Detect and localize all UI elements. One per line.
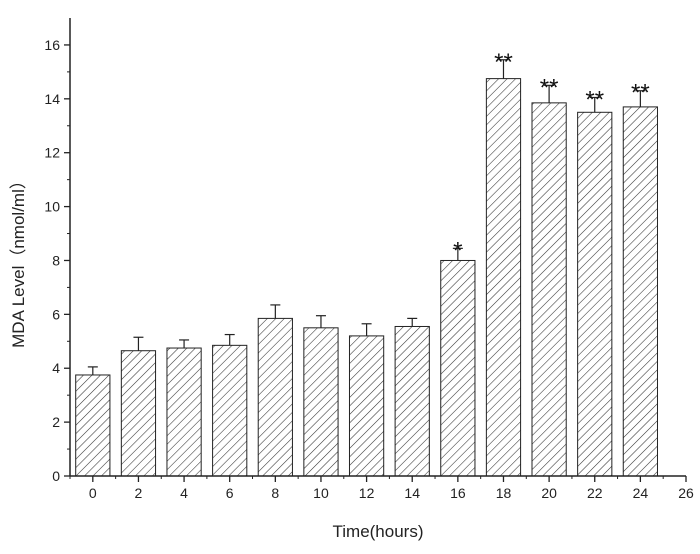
x-tick-label-12: 12 bbox=[359, 485, 375, 501]
y-tick-label-14: 14 bbox=[44, 91, 60, 107]
bar-20h bbox=[531, 102, 567, 477]
x-tick-label-0: 0 bbox=[89, 485, 97, 501]
significance-mark-16h: * bbox=[453, 237, 462, 264]
significance-mark-24h: ** bbox=[631, 80, 650, 107]
x-tick-label-14: 14 bbox=[404, 485, 420, 501]
bar-6h bbox=[212, 344, 248, 477]
y-axis-title: MDA Level（nmol/ml） bbox=[9, 172, 28, 348]
x-tick-label-20: 20 bbox=[541, 485, 557, 501]
x-tick-label-16: 16 bbox=[450, 485, 466, 501]
bar-14h bbox=[394, 325, 430, 477]
x-tick-label-24: 24 bbox=[633, 485, 649, 501]
bars-layer: ***** ** ** bbox=[75, 49, 658, 477]
y-tick-label-12: 12 bbox=[44, 145, 60, 161]
bar-4h bbox=[166, 347, 202, 477]
bar-10h bbox=[303, 327, 339, 477]
y-tick-label-6: 6 bbox=[52, 306, 60, 322]
bar-12h bbox=[348, 335, 385, 477]
y-tick-label-4: 4 bbox=[52, 360, 60, 376]
y-tick-label-10: 10 bbox=[44, 199, 60, 215]
y-tick-label-8: 8 bbox=[52, 252, 60, 268]
significance-mark-20h: ** bbox=[540, 74, 559, 101]
x-tick-label-2: 2 bbox=[135, 485, 143, 501]
x-tick-label-22: 22 bbox=[587, 485, 603, 501]
bar-8h bbox=[257, 317, 293, 477]
x-tick-label-4: 4 bbox=[180, 485, 188, 501]
x-tick-label-6: 6 bbox=[226, 485, 234, 501]
bar-22h bbox=[577, 111, 613, 477]
significance-mark-22h: ** bbox=[585, 86, 604, 113]
bar-18h bbox=[485, 78, 522, 477]
x-tick-label-10: 10 bbox=[313, 485, 329, 501]
bar-24h bbox=[622, 106, 658, 477]
bar-0h bbox=[75, 374, 111, 477]
x-tick-label-26: 26 bbox=[678, 485, 694, 501]
bar-2h bbox=[120, 350, 157, 477]
x-axis-title: Time(hours) bbox=[333, 522, 424, 541]
x-tick-label-8: 8 bbox=[271, 485, 279, 501]
y-tick-label-16: 16 bbox=[44, 37, 60, 53]
y-tick-label-2: 2 bbox=[52, 414, 60, 430]
x-tick-label-18: 18 bbox=[496, 485, 512, 501]
significance-mark-18h: ** bbox=[494, 49, 513, 76]
bar-16h bbox=[440, 259, 476, 477]
y-tick-label-0: 0 bbox=[52, 468, 60, 484]
